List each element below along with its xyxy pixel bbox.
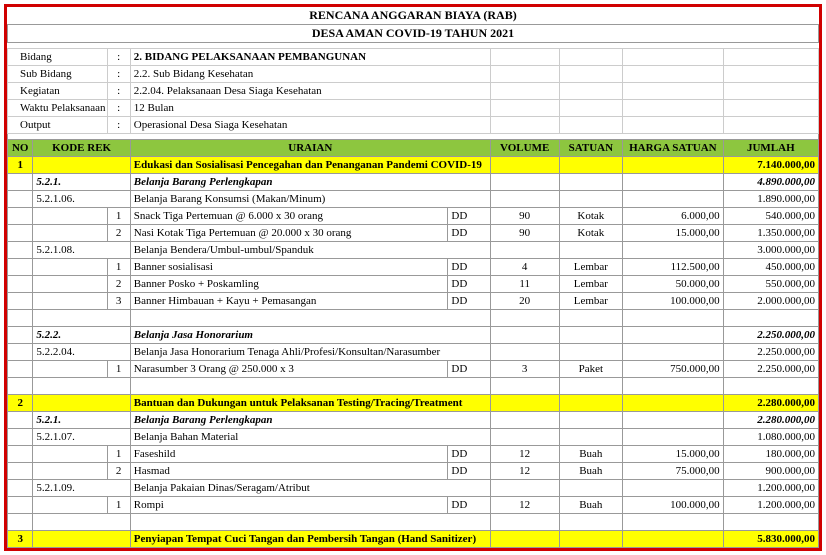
table-row: 5.2.1.07. Belanja Bahan Material 1.080.0… <box>8 429 819 446</box>
table-row: 1 Banner sosialisasiDD 4Lembar 112.500,0… <box>8 259 819 276</box>
title-line-2: DESA AMAN COVID-19 TAHUN 2021 <box>8 25 819 43</box>
table-row: 2 Nasi Kotak Tiga Pertemuan @ 20.000 x 3… <box>8 225 819 242</box>
info-kegiatan: Kegiatan : 2.2.04. Pelaksanaan Desa Siag… <box>8 83 819 100</box>
info-output: Output : Operasional Desa Siaga Kesehata… <box>8 117 819 134</box>
info-subbidang: Sub Bidang : 2.2. Sub Bidang Kesehatan <box>8 66 819 83</box>
column-headers: NO KODE REK URAIAN VOLUME SATUAN HARGA S… <box>8 140 819 157</box>
table-row: 3 Banner Himbauan + Kayu + PemasanganDD … <box>8 293 819 310</box>
col-no: NO <box>8 140 33 157</box>
col-kode: KODE REK <box>33 140 130 157</box>
col-jumlah: JUMLAH <box>723 140 818 157</box>
table-row: 5.2.1. Belanja Barang Perlengkapan 4.890… <box>8 174 819 191</box>
info-waktu: Waktu Pelaksanaan : 12 Bulan <box>8 100 819 117</box>
title-line-1: RENCANA ANGGARAN BIAYA (RAB) <box>8 7 819 25</box>
col-satuan: SATUAN <box>559 140 623 157</box>
table-row: 1 Narasumber 3 Orang @ 250.000 x 3DD 3Pa… <box>8 361 819 378</box>
section-2-header: 2 Bantuan dan Dukungan untuk Pelaksanan … <box>8 395 819 412</box>
table-row <box>8 378 819 395</box>
table-row: 5.2.2. Belanja Jasa Honorarium 2.250.000… <box>8 327 819 344</box>
table-row: 5.2.1.09. Belanja Pakaian Dinas/Seragam/… <box>8 480 819 497</box>
section-3-header: 3 Penyiapan Tempat Cuci Tangan dan Pembe… <box>8 531 819 548</box>
budget-table: RENCANA ANGGARAN BIAYA (RAB) DESA AMAN C… <box>7 7 819 548</box>
table-row: 1 FaseshildDD 12Buah 15.000,00180.000,00 <box>8 446 819 463</box>
table-row: 1 Snack Tiga Pertemuan @ 6.000 x 30 oran… <box>8 208 819 225</box>
table-row <box>8 310 819 327</box>
table-row: 2 HasmadDD 12Buah 75.000,00900.000,00 <box>8 463 819 480</box>
table-row <box>8 514 819 531</box>
table-row: 5.2.1. Belanja Barang Perlengkapan 2.280… <box>8 412 819 429</box>
table-row: 5.2.1.08. Belanja Bendera/Umbul-umbul/Sp… <box>8 242 819 259</box>
col-volume: VOLUME <box>490 140 559 157</box>
section-1-header: 1 Edukasi dan Sosialisasi Pencegahan dan… <box>8 157 819 174</box>
col-uraian: URAIAN <box>130 140 490 157</box>
col-harga: HARGA SATUAN <box>623 140 724 157</box>
table-row: 2 Banner Posko + PoskamlingDD 11Lembar 5… <box>8 276 819 293</box>
table-row: 5.2.1.06. Belanja Barang Konsumsi (Makan… <box>8 191 819 208</box>
table-row: 1 RompiDD 12Buah 100.000,001.200.000,00 <box>8 497 819 514</box>
info-bidang: Bidang : 2. BIDANG PELAKSANAAN PEMBANGUN… <box>8 49 819 66</box>
table-row: 5.2.2.04. Belanja Jasa Honorarium Tenaga… <box>8 344 819 361</box>
budget-document: RENCANA ANGGARAN BIAYA (RAB) DESA AMAN C… <box>4 4 822 551</box>
